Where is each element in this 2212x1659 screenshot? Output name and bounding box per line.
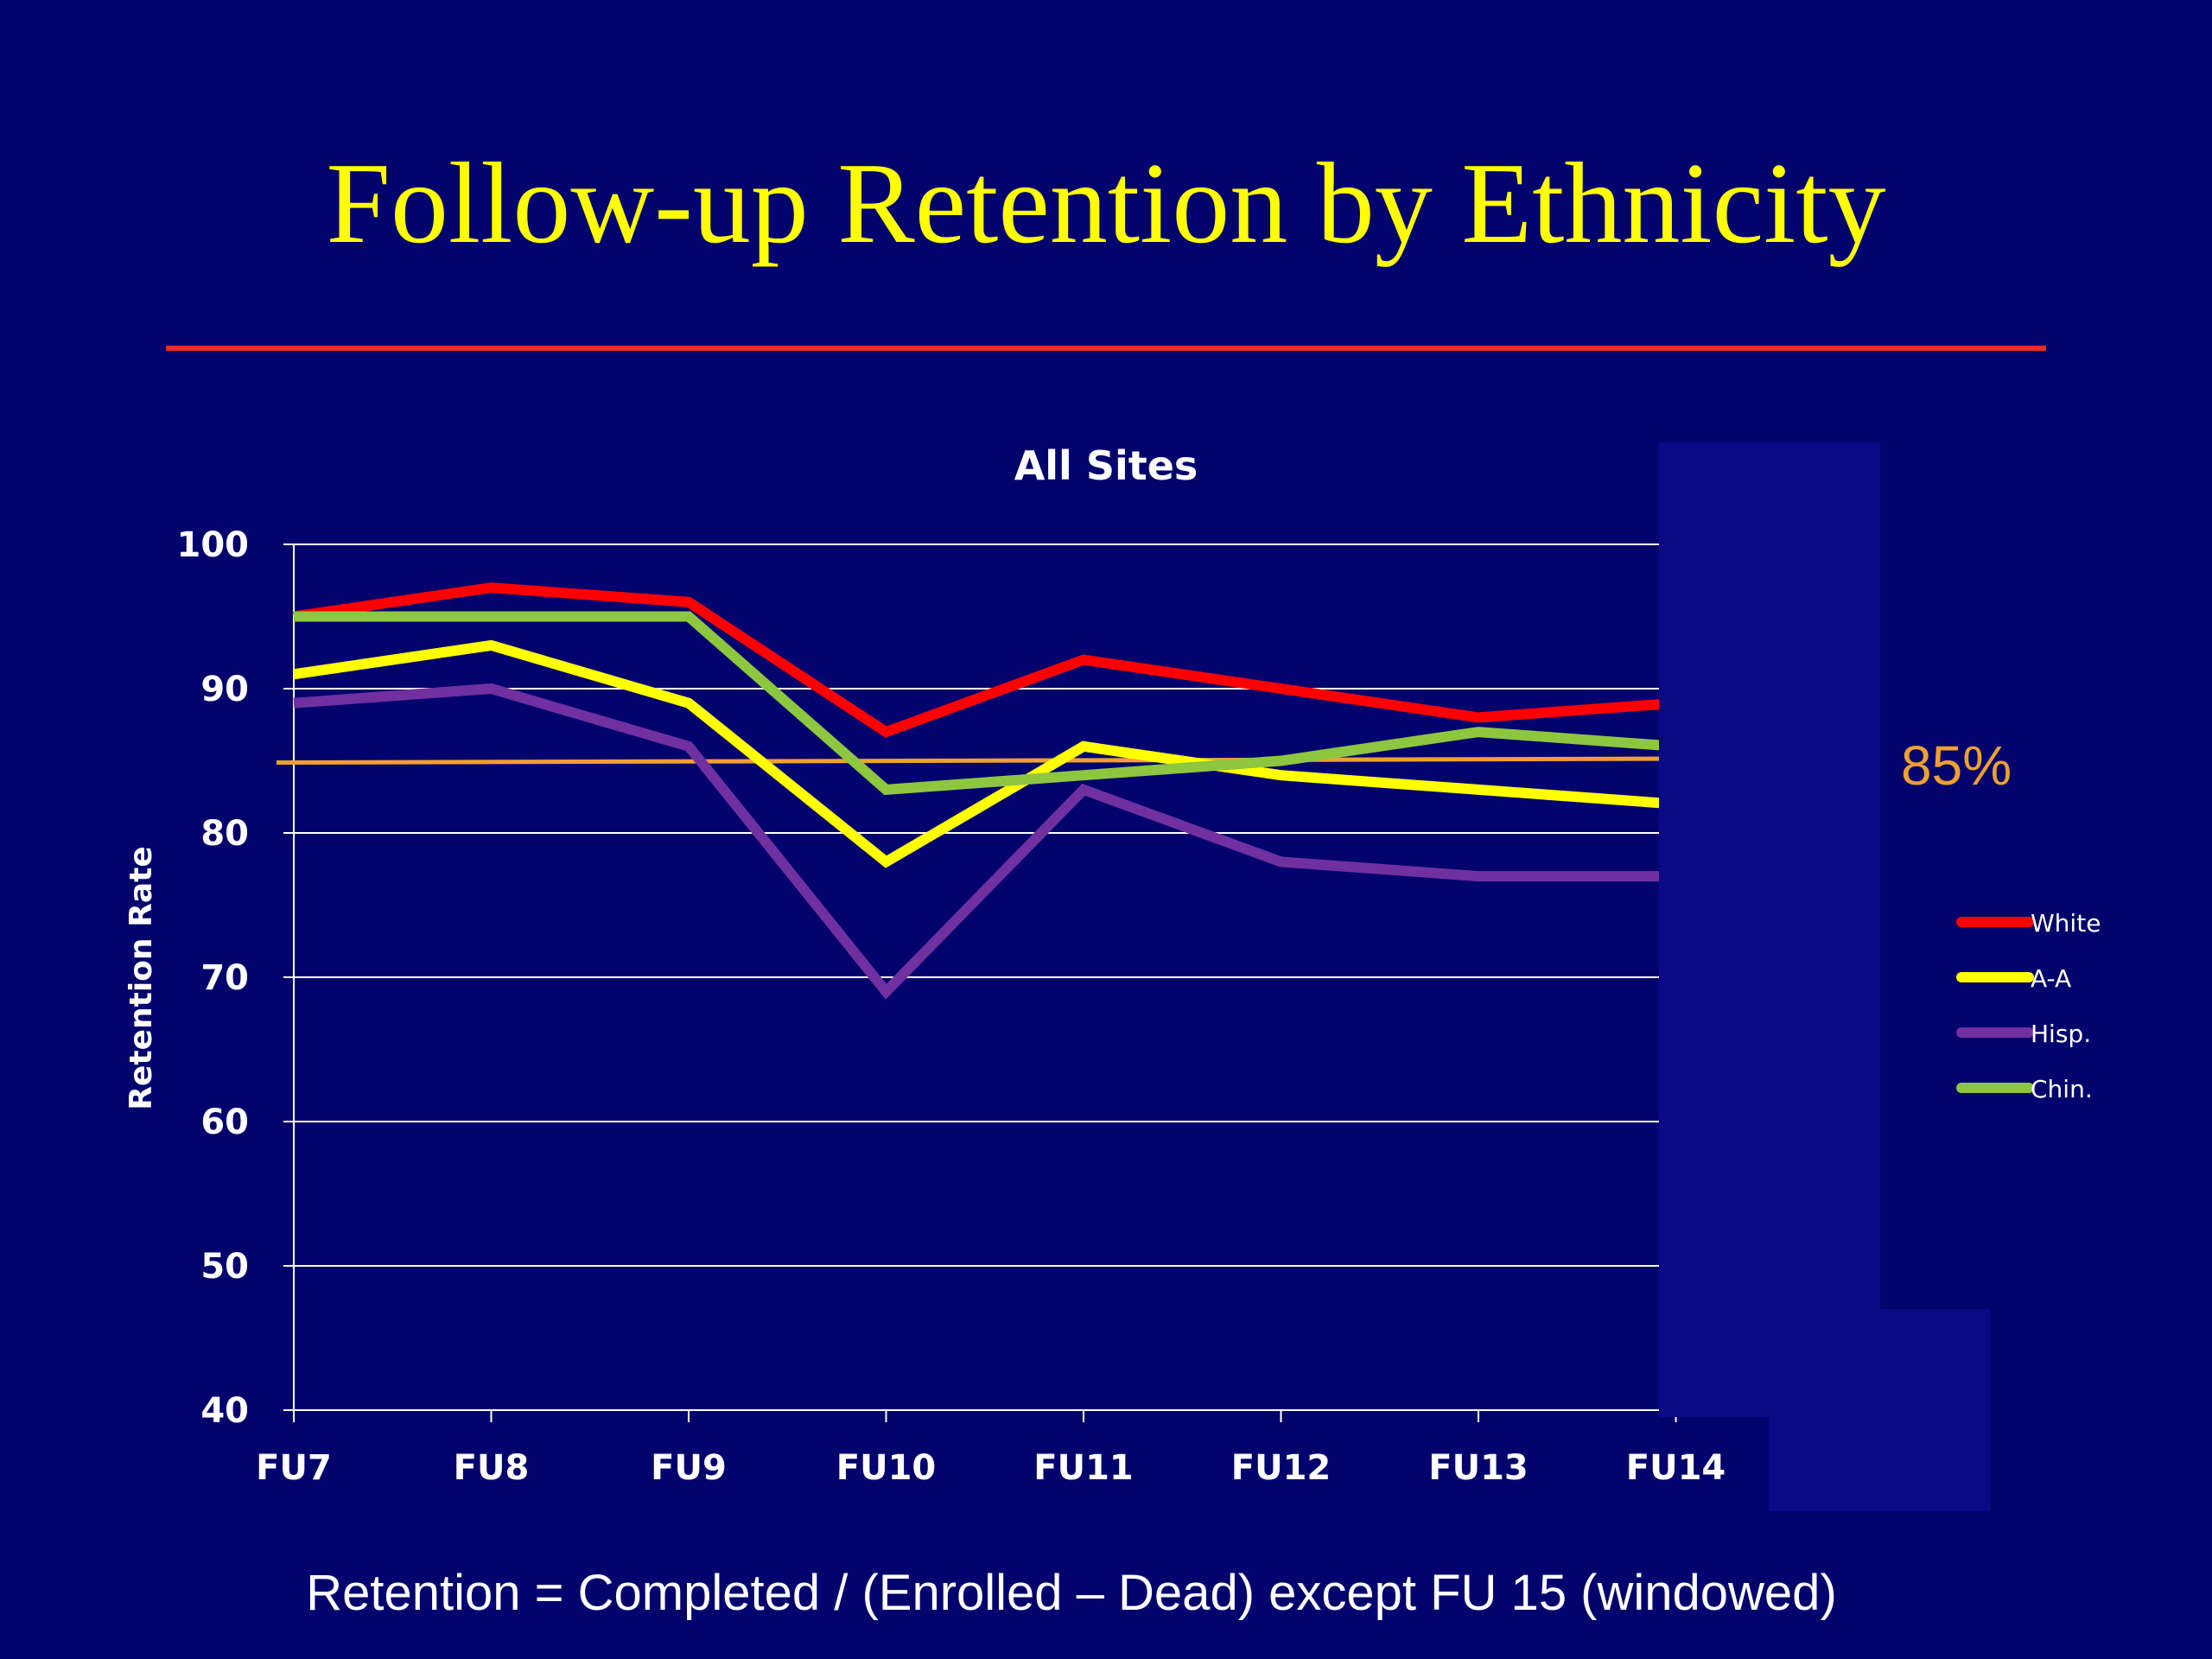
gridlines	[294, 543, 1659, 1267]
y-tick-label: 100	[177, 525, 250, 565]
series-line-chin	[294, 611, 1676, 796]
footnote: Retention = Completed / (Enrolled – Dead…	[306, 1565, 1837, 1621]
reference-line-label: 85%	[1901, 734, 2012, 797]
y-axis-label: Retention Rate	[124, 846, 159, 1109]
series-line-white	[293, 582, 1676, 738]
slide-title: Follow-up Retention by Ethnicity	[326, 139, 1886, 267]
legend-label: Chin.	[2031, 1075, 2093, 1103]
x-tick-label: FU11	[1033, 1448, 1133, 1488]
legend: White A-A Hisp. Chin.	[1956, 909, 2101, 1103]
y-tick-label: 70	[200, 958, 249, 998]
chart-title: All Sites	[1014, 442, 1198, 489]
series-line-aa	[293, 639, 1676, 868]
y-tick-label: 50	[200, 1247, 249, 1287]
y-tick-label: 90	[200, 670, 249, 709]
y-tick-label: 80	[200, 814, 249, 854]
series-lines	[293, 582, 1676, 1000]
legend-label: A-A	[2031, 964, 2071, 993]
overlay-boxes	[1659, 442, 1990, 1511]
x-tick-label: FU14	[1626, 1448, 1726, 1488]
legend-label: White	[2031, 909, 2101, 938]
x-tick-label: FU7	[256, 1448, 332, 1488]
x-tick-label: FU8	[454, 1448, 530, 1488]
tick-labels: 40 50 60 70 80 90 100 FU7 FU8 FU9 FU10 FU11 FU12 FU13…	[177, 525, 2012, 1488]
overlay-box	[1769, 1309, 1990, 1511]
series-line-hisp	[293, 683, 1676, 1000]
y-tick-label: 60	[200, 1103, 249, 1142]
title-rule	[166, 346, 2046, 351]
overlay-box	[1659, 442, 1880, 1417]
axes	[283, 543, 1677, 1422]
x-tick-label: FU12	[1231, 1448, 1331, 1488]
x-tick-label: FU13	[1428, 1448, 1528, 1488]
legend-label: Hisp.	[2031, 1020, 2091, 1048]
x-tick-label: FU9	[651, 1448, 727, 1488]
x-tick-label: FU10	[836, 1448, 936, 1488]
y-tick-label: 40	[200, 1391, 249, 1431]
